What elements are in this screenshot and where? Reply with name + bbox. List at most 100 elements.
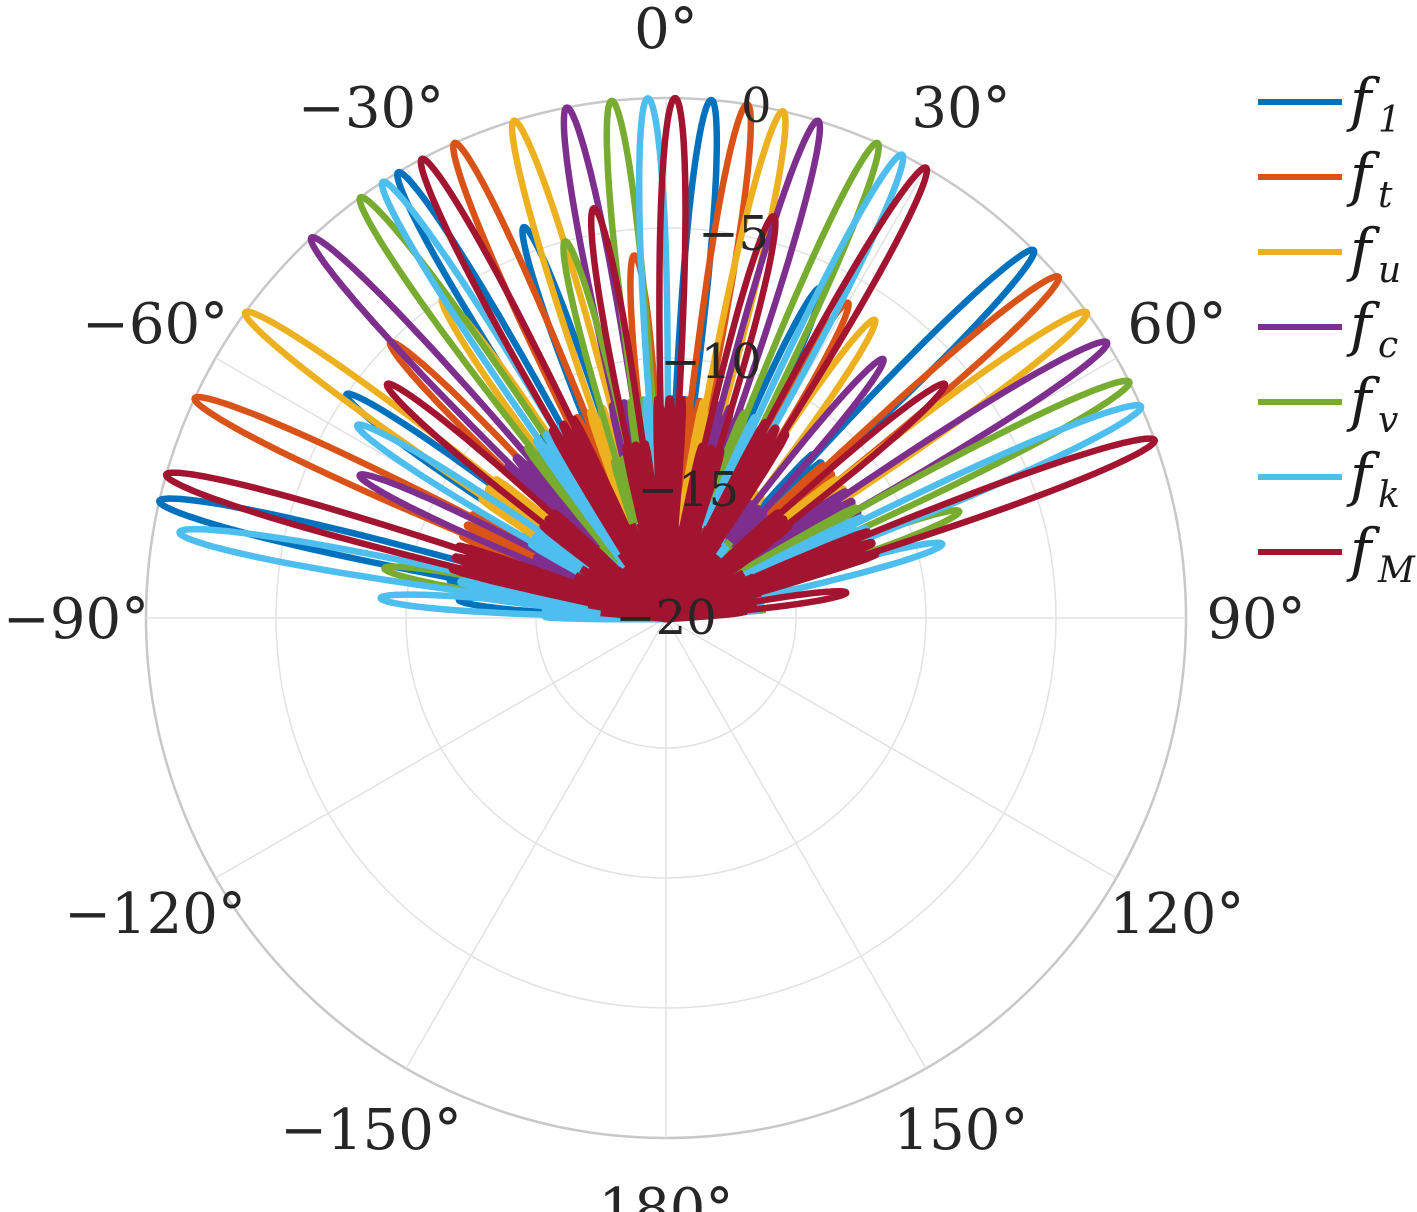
radial-tick-labels: 0 −5 −10 −15 −20 bbox=[615, 78, 771, 646]
series-lobe bbox=[635, 95, 672, 622]
series-lobe bbox=[662, 380, 949, 622]
angle-tick-label: 90° bbox=[1206, 587, 1305, 652]
legend-label-subscript: t bbox=[1378, 175, 1393, 216]
angle-tick-label: 180° bbox=[599, 1177, 734, 1212]
series-core bbox=[573, 522, 762, 622]
series-sidelobe bbox=[661, 528, 880, 623]
series-sidelobe bbox=[622, 440, 671, 623]
series-sidelobe bbox=[661, 500, 768, 623]
legend-label-subscript: M bbox=[1377, 550, 1416, 591]
series-lobe bbox=[356, 193, 670, 622]
series-lobe bbox=[176, 525, 670, 622]
series-lobe bbox=[662, 273, 1063, 622]
series-M bbox=[162, 94, 1158, 623]
series-lobe bbox=[662, 96, 721, 622]
legend-label: f bbox=[1346, 291, 1381, 359]
series-sidelobe bbox=[661, 418, 790, 623]
angle-tick-label: 120° bbox=[1110, 882, 1245, 947]
legend-label-subscript: v bbox=[1378, 400, 1398, 441]
series-lobe bbox=[662, 308, 1091, 622]
series-lobe bbox=[508, 117, 670, 622]
series-sidelobe bbox=[478, 476, 671, 623]
legend-label-subscript: k bbox=[1378, 475, 1400, 516]
series-lobe bbox=[662, 101, 755, 622]
series-lobe bbox=[656, 94, 689, 622]
series-lobe bbox=[662, 246, 1038, 622]
series-sidelobe bbox=[448, 542, 671, 623]
series-lobe bbox=[560, 238, 670, 622]
series-lobe bbox=[383, 380, 670, 622]
series-lobe bbox=[662, 151, 907, 622]
series-lobe bbox=[378, 178, 670, 622]
grid-spoke bbox=[405, 617, 667, 1069]
series-lobe bbox=[662, 435, 1158, 622]
series-lobe bbox=[662, 355, 887, 622]
series-lobe bbox=[603, 97, 670, 622]
series-sidelobe bbox=[661, 509, 793, 623]
series-sidelobe bbox=[539, 509, 671, 623]
series-sidelobe bbox=[549, 415, 671, 623]
angle-tick-label: 30° bbox=[911, 76, 1010, 141]
legend-label: f bbox=[1346, 366, 1381, 434]
series-lobe bbox=[417, 155, 670, 622]
grid-spoke bbox=[215, 617, 667, 879]
legend-label-subscript: 1 bbox=[1378, 100, 1401, 141]
angle-tick-label: −30° bbox=[298, 76, 444, 141]
series-lobe bbox=[662, 338, 1111, 622]
series-sidelobe bbox=[653, 395, 687, 623]
angle-tick-label: 0° bbox=[634, 0, 698, 62]
series-lobe bbox=[377, 591, 670, 622]
series-sidelobe bbox=[661, 442, 725, 623]
r-tick-label: 0 bbox=[741, 78, 772, 134]
plot-area bbox=[156, 94, 1158, 623]
angle-tick-label: −150° bbox=[280, 1098, 462, 1163]
r-tick-label: −15 bbox=[638, 462, 739, 518]
series-lobe bbox=[191, 393, 670, 622]
angle-tick-label: 150° bbox=[894, 1098, 1029, 1163]
legend-label: f bbox=[1346, 141, 1381, 209]
series-lobe bbox=[587, 205, 670, 622]
series-lobe bbox=[162, 469, 670, 622]
r-tick-label: −5 bbox=[698, 206, 769, 262]
series-lobe bbox=[662, 164, 931, 622]
series-lobe bbox=[307, 234, 670, 622]
series-sidelobe bbox=[459, 511, 671, 623]
series-lobe bbox=[356, 471, 670, 622]
angle-tick-label: −60° bbox=[82, 292, 228, 357]
grid-spoke bbox=[665, 617, 1117, 879]
angular-tick-labels: 0° 30° 60° 90° 120° 150° 180° −150° −120° −90° −60… bbox=[3, 0, 1306, 1212]
legend-label: f bbox=[1346, 216, 1381, 284]
series-lobe bbox=[662, 139, 882, 622]
r-tick-label: −10 bbox=[661, 334, 762, 390]
core-ray bbox=[665, 606, 748, 622]
series-lobe bbox=[662, 212, 779, 622]
legend-label: f bbox=[1346, 441, 1381, 509]
series-lobe bbox=[450, 139, 670, 622]
legend-label-subscript: c bbox=[1378, 325, 1398, 366]
grid-spoke bbox=[665, 617, 927, 1069]
series-lobe bbox=[662, 377, 1133, 622]
legend: f 1f tf uf cf vf kf M bbox=[1258, 66, 1416, 591]
series-sidelobe bbox=[527, 525, 671, 623]
series-lobe bbox=[662, 588, 850, 622]
series-lobe bbox=[662, 402, 1145, 622]
r-tick-label: −20 bbox=[615, 590, 716, 646]
angle-tick-label: −120° bbox=[64, 882, 246, 947]
legend-label: f bbox=[1346, 66, 1381, 134]
legend-label: f bbox=[1346, 516, 1381, 584]
angle-tick-label: 60° bbox=[1127, 292, 1226, 357]
series-lobe bbox=[241, 308, 670, 622]
series-lobe bbox=[353, 421, 670, 622]
series-lobe bbox=[662, 316, 879, 622]
series-sidelobe bbox=[541, 598, 671, 623]
legend-label-subscript: u bbox=[1378, 250, 1401, 291]
angle-tick-label: −90° bbox=[3, 587, 149, 652]
